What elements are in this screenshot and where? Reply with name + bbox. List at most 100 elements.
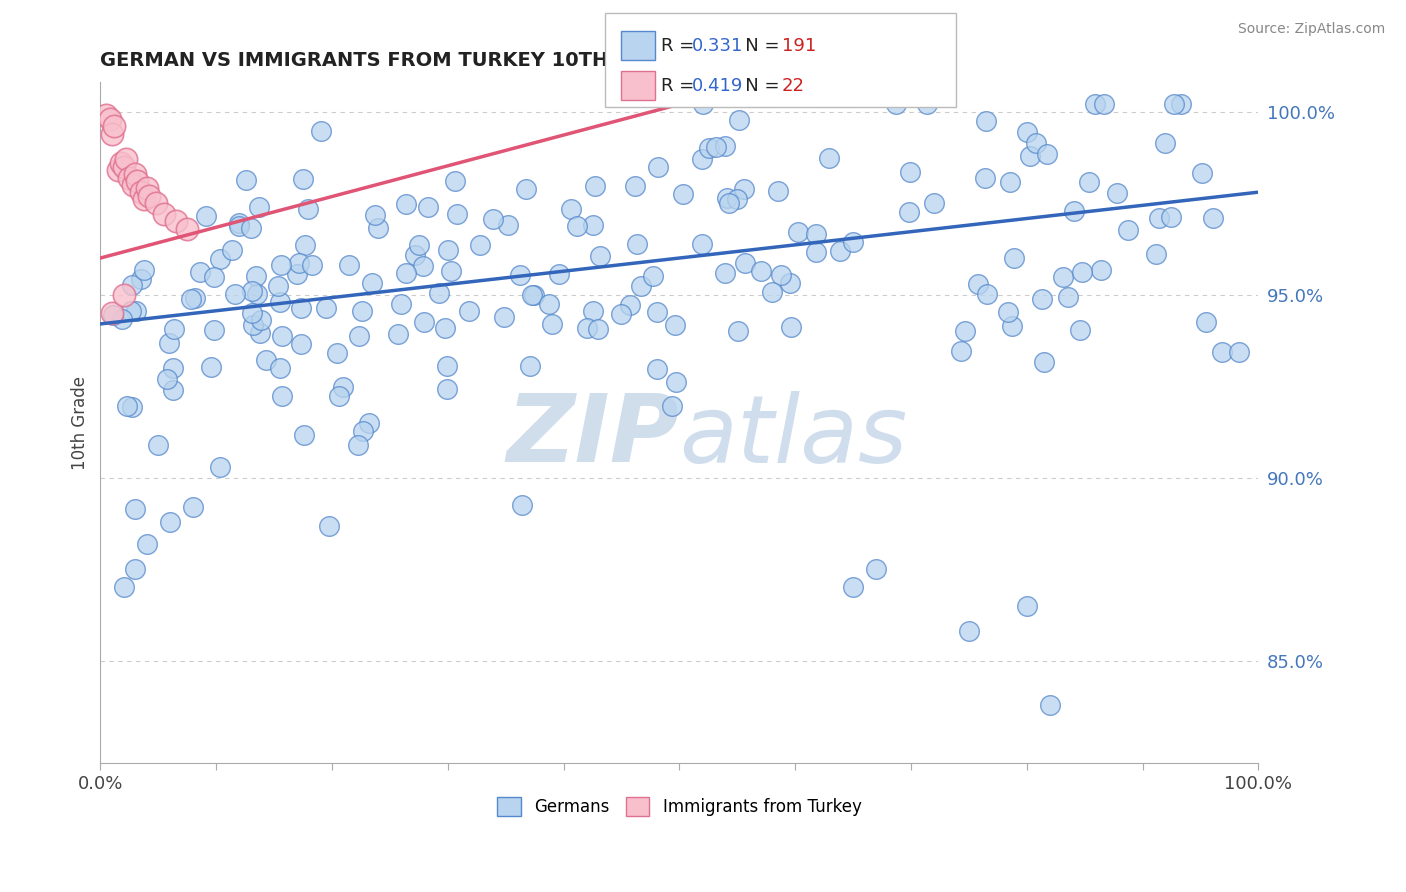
Point (332, 380, 354, 394)
Point (364, 208, 387, 222)
Point (436, 359, 458, 374)
Point (1153, 136, 1175, 150)
Point (1069, 323, 1091, 337)
Point (162, 384, 184, 398)
Point (101, 127, 124, 141)
Point (115, 400, 138, 414)
Point (967, 277, 990, 292)
Point (522, 287, 544, 301)
Point (148, 438, 170, 452)
Point (135, 536, 157, 550)
Point (770, 268, 793, 283)
Point (538, 297, 561, 311)
Point (112, 581, 135, 595)
Point (716, 191, 738, 205)
Point (766, 184, 789, 198)
Point (468, 238, 491, 252)
Point (610, 307, 633, 321)
Point (1144, 246, 1167, 260)
Point (1031, 292, 1053, 306)
Point (565, 219, 588, 233)
Point (1001, 319, 1024, 334)
Point (132, 263, 155, 277)
Point (780, 320, 803, 334)
Point (292, 428, 315, 442)
Point (787, 225, 810, 239)
Point (1035, 147, 1057, 161)
Point (515, 182, 537, 196)
Point (917, 97, 939, 112)
Point (1227, 345, 1250, 359)
Point (121, 178, 143, 192)
Point (1202, 211, 1225, 226)
Point (202, 270, 225, 285)
Legend: Germans, Immigrants from Turkey: Germans, Immigrants from Turkey (491, 790, 868, 823)
Point (267, 278, 290, 293)
Point (163, 322, 186, 336)
Point (404, 247, 426, 261)
Point (240, 306, 263, 320)
Point (523, 288, 546, 302)
Point (1160, 210, 1182, 224)
Point (718, 195, 741, 210)
Point (1084, 97, 1107, 112)
Point (998, 175, 1021, 189)
Point (1017, 125, 1039, 139)
Point (107, 163, 129, 178)
Point (138, 189, 160, 203)
Point (734, 256, 756, 270)
Point (427, 285, 450, 300)
Point (287, 256, 309, 270)
Point (162, 360, 184, 375)
Point (228, 219, 250, 233)
Point (433, 321, 456, 335)
Point (129, 272, 152, 286)
Point (446, 207, 468, 221)
Point (418, 200, 440, 214)
Point (444, 174, 467, 188)
Point (714, 139, 737, 153)
Point (202, 323, 225, 337)
Point (181, 500, 204, 514)
Text: 191: 191 (782, 37, 815, 54)
Point (440, 264, 463, 278)
Point (224, 286, 246, 301)
Point (761, 285, 783, 300)
Point (582, 303, 605, 318)
Point (249, 312, 271, 326)
Point (647, 160, 669, 174)
Text: R =: R = (661, 77, 700, 95)
Point (111, 312, 134, 326)
Point (626, 236, 648, 251)
Point (630, 278, 652, 293)
Point (1002, 252, 1025, 266)
Point (242, 318, 264, 332)
Point (458, 304, 481, 318)
Point (120, 304, 142, 318)
Point (1063, 203, 1085, 218)
Point (318, 519, 340, 533)
Point (101, 308, 124, 322)
Point (1211, 344, 1233, 359)
Point (643, 268, 665, 283)
Point (645, 304, 668, 318)
Point (576, 321, 599, 335)
Point (269, 361, 291, 376)
Point (357, 416, 380, 430)
Text: N =: N = (728, 37, 786, 54)
Point (145, 196, 167, 211)
Point (898, 164, 921, 178)
Point (661, 399, 683, 413)
Point (249, 326, 271, 340)
Point (1163, 97, 1185, 112)
Point (194, 210, 217, 224)
Point (976, 287, 998, 301)
Point (692, 97, 714, 112)
Point (725, 192, 748, 206)
Point (124, 167, 146, 181)
Point (328, 388, 350, 402)
Point (1194, 315, 1216, 329)
Point (1056, 290, 1078, 304)
Point (112, 160, 135, 174)
Point (121, 400, 143, 414)
